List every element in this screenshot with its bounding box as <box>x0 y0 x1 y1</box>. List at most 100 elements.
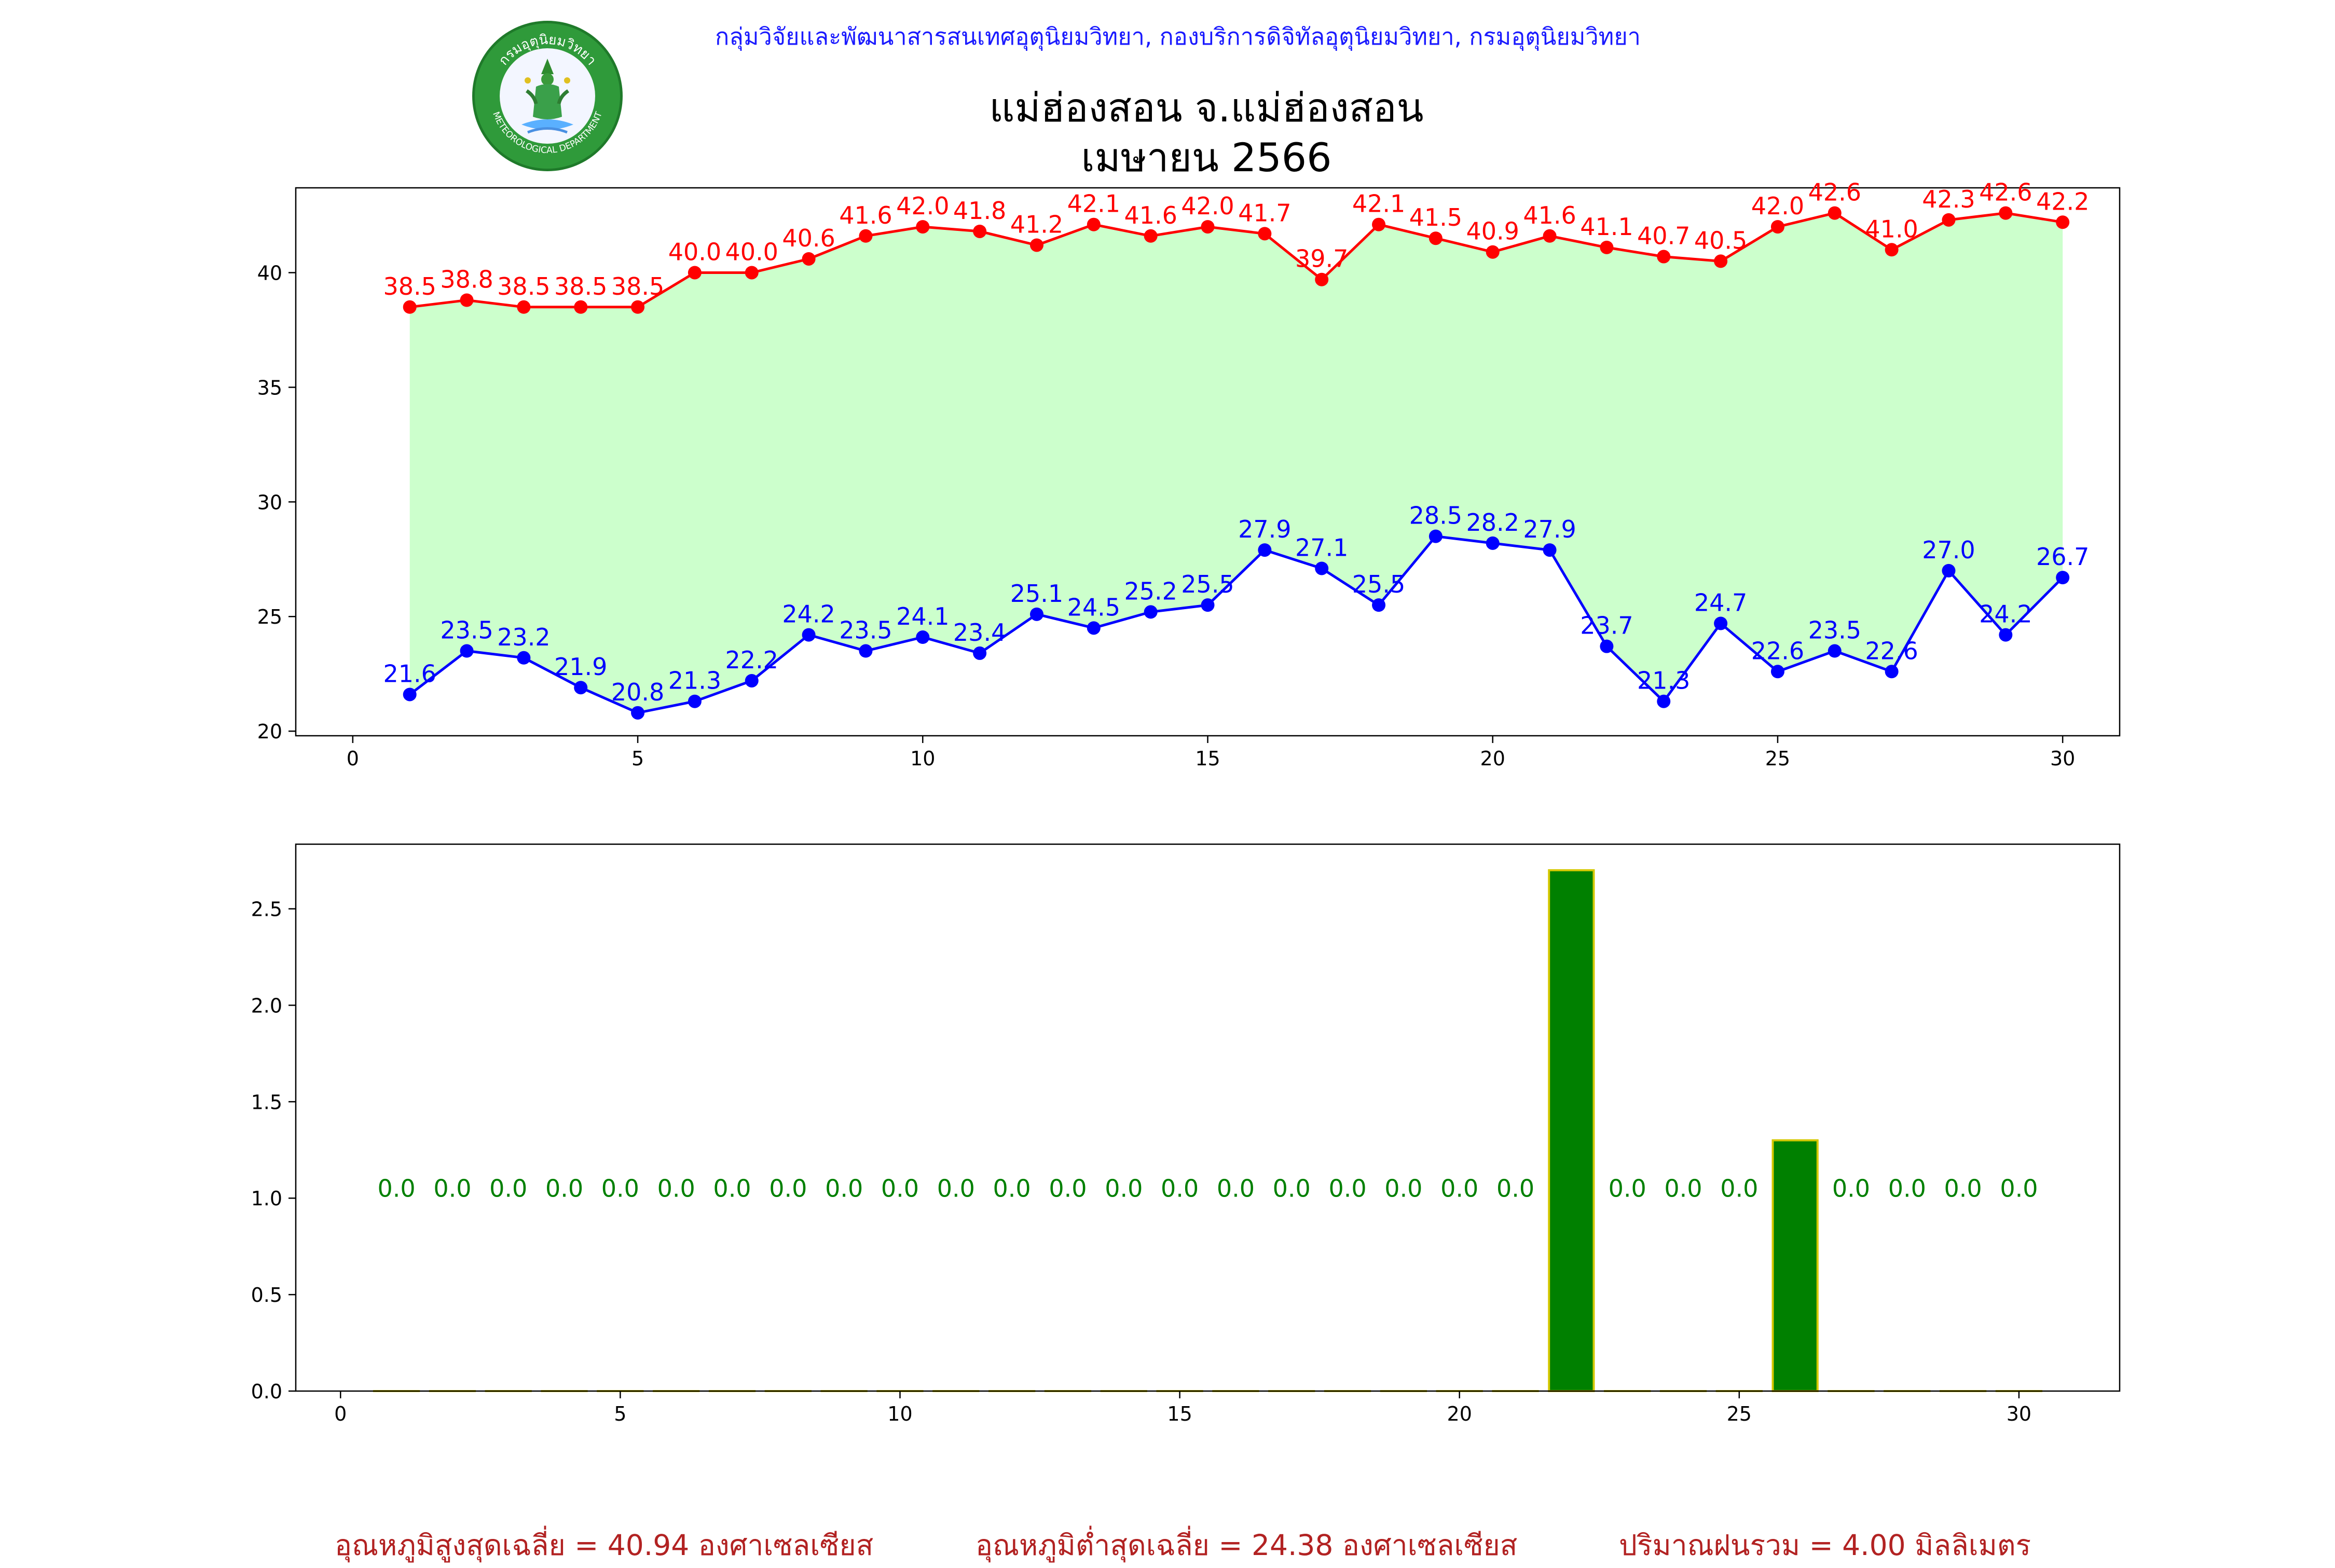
rainfall-value-label: 0.0 <box>769 1175 807 1203</box>
max-temperature-point <box>916 220 929 233</box>
min-temperature-point <box>403 687 417 701</box>
rainfall-y-tick-label: 2.5 <box>251 898 282 921</box>
max-temperature-point <box>1372 218 1385 231</box>
max-temperature-label: 41.6 <box>839 201 892 229</box>
max-temperature-label: 42.3 <box>1922 185 1975 213</box>
max-temperature-label: 42.6 <box>1979 178 2032 207</box>
max-temperature-label: 40.7 <box>1637 222 1690 250</box>
max-temperature-label: 38.5 <box>497 272 550 300</box>
rainfall-y-tick-label: 1.5 <box>251 1091 282 1113</box>
min-temperature-point <box>859 644 872 658</box>
rainfall-value-label: 0.0 <box>2000 1175 2038 1203</box>
max-temperature-label: 41.6 <box>1523 201 1576 229</box>
min-temperature-label: 25.1 <box>1010 580 1063 608</box>
min-temperature-point <box>745 674 759 687</box>
max-temperature-label: 38.8 <box>440 266 493 294</box>
min-temperature-point <box>1372 598 1385 612</box>
rainfall-bar <box>1549 870 1594 1391</box>
max-temperature-point <box>802 252 816 266</box>
rainfall-y-tick-label: 1.0 <box>251 1187 282 1210</box>
max-temperature-point <box>1828 207 1842 220</box>
temperature-y-tick-label: 30 <box>257 491 282 514</box>
min-temperature-point <box>1258 543 1271 557</box>
rainfall-y-tick-label: 0.0 <box>251 1380 282 1403</box>
max-temperature-point <box>1714 254 1727 268</box>
max-temperature-point <box>1315 273 1328 286</box>
rainfall-value-label: 0.0 <box>601 1175 639 1203</box>
max-temperature-label: 42.1 <box>1352 190 1405 218</box>
rainfall-x-tick-label: 25 <box>1727 1402 1752 1425</box>
rainfall-value-label: 0.0 <box>1105 1175 1143 1203</box>
max-temperature-point <box>1999 207 2012 220</box>
min-temperature-point <box>1600 640 1613 653</box>
min-temperature-label: 24.2 <box>1979 600 2032 628</box>
min-temperature-label: 21.3 <box>1637 667 1690 695</box>
summary-avg-min-temp: อุณหภูมิต่ำสุดเฉลี่ย = 24.38 องศาเซลเซีย… <box>976 1523 1517 1568</box>
rainfall-value-label: 0.0 <box>1440 1175 1478 1203</box>
max-temperature-label: 39.7 <box>1295 245 1348 273</box>
min-temperature-point <box>1771 665 1784 678</box>
temperature-y-tick-label: 25 <box>257 606 282 628</box>
max-temperature-point <box>973 225 986 238</box>
min-temperature-point <box>2056 571 2069 584</box>
min-temperature-label: 23.5 <box>1808 616 1861 644</box>
min-temperature-label: 27.9 <box>1523 515 1576 543</box>
temperature-y-tick-label: 20 <box>257 720 282 743</box>
rainfall-x-tick-label: 0 <box>334 1402 347 1425</box>
min-temperature-label: 24.2 <box>782 600 835 628</box>
temperature-x-tick-label: 20 <box>1480 747 1505 770</box>
max-temperature-label: 41.8 <box>953 197 1006 225</box>
min-temperature-point <box>1885 665 1899 678</box>
max-temperature-point <box>1030 238 1043 252</box>
min-temperature-label: 25.5 <box>1352 570 1405 598</box>
min-temperature-label: 23.5 <box>839 616 892 644</box>
max-temperature-point <box>1543 229 1557 243</box>
max-temperature-point <box>517 300 530 314</box>
max-temperature-point <box>1258 227 1271 240</box>
rainfall-value-label: 0.0 <box>1161 1175 1199 1203</box>
rainfall-value-label: 0.0 <box>825 1175 863 1203</box>
rainfall-value-label: 0.0 <box>1944 1175 1982 1203</box>
max-temperature-point <box>1657 250 1670 264</box>
rainfall-value-label: 0.0 <box>489 1175 527 1203</box>
min-temperature-point <box>517 651 530 665</box>
min-temperature-point <box>1429 530 1443 543</box>
max-temperature-label: 42.0 <box>1751 192 1804 220</box>
max-temperature-point <box>859 229 872 243</box>
rainfall-value-label: 0.0 <box>713 1175 751 1203</box>
max-temperature-point <box>403 300 417 314</box>
max-temperature-point <box>1771 220 1784 233</box>
min-temperature-label: 21.9 <box>554 653 607 681</box>
rainfall-x-tick-label: 20 <box>1447 1402 1472 1425</box>
min-temperature-label: 27.0 <box>1922 536 1975 564</box>
temperature-x-tick-label: 25 <box>1765 747 1790 770</box>
min-temperature-label: 24.1 <box>896 602 949 630</box>
max-temperature-point <box>1144 229 1158 243</box>
max-temperature-label: 38.5 <box>611 272 664 300</box>
max-temperature-point <box>574 300 587 314</box>
min-temperature-point <box>1030 608 1043 621</box>
min-temperature-label: 23.2 <box>497 623 550 651</box>
max-temperature-label: 40.9 <box>1466 217 1519 245</box>
rainfall-value-label: 0.0 <box>993 1175 1031 1203</box>
min-temperature-point <box>574 681 587 694</box>
min-temperature-point <box>1828 644 1842 658</box>
temperature-x-tick-label: 0 <box>347 747 359 770</box>
max-temperature-label: 40.0 <box>725 238 778 266</box>
rainfall-value-label: 0.0 <box>545 1175 583 1203</box>
max-temperature-point <box>1486 245 1500 259</box>
max-temperature-label: 38.5 <box>383 272 436 300</box>
max-temperature-label: 41.7 <box>1238 199 1291 227</box>
max-temperature-label: 40.5 <box>1694 226 1747 254</box>
max-temperature-point <box>1885 243 1899 256</box>
min-temperature-point <box>1486 537 1500 550</box>
max-temperature-point <box>460 294 474 307</box>
rainfall-value-label: 0.0 <box>378 1175 416 1203</box>
min-temperature-label: 21.3 <box>668 667 721 695</box>
max-temperature-label: 42.0 <box>1181 192 1234 220</box>
min-temperature-label: 20.8 <box>611 678 664 706</box>
min-temperature-label: 27.9 <box>1238 515 1291 543</box>
min-temperature-point <box>1315 561 1328 575</box>
min-temperature-label: 28.5 <box>1409 502 1462 530</box>
max-temperature-point <box>1429 231 1443 245</box>
